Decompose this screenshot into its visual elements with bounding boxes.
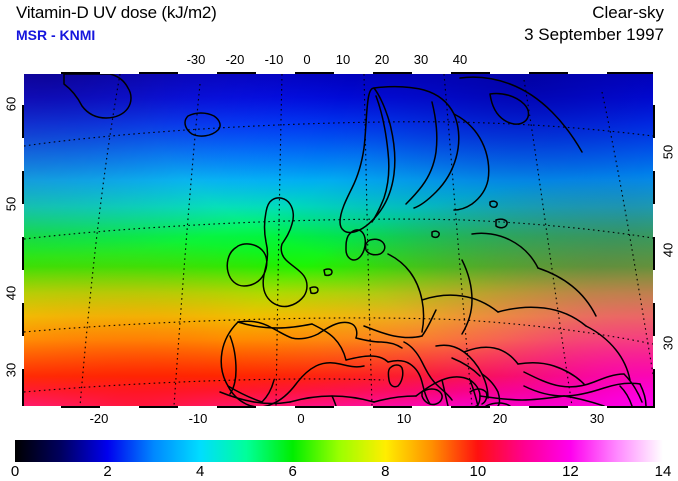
frame-tick-top-2 — [100, 72, 139, 74]
bottom-axis-tick-4: 20 — [492, 411, 508, 426]
bottom-axis-tick-2: 0 — [297, 411, 305, 426]
colorbar-tick-0: 0 — [10, 463, 20, 480]
frame-tick-bottom-4 — [178, 406, 217, 408]
frame-tick-bottom-12 — [490, 406, 529, 408]
frame-tick-right-6 — [653, 270, 655, 303]
source-label: MSR - KNMI — [16, 27, 96, 43]
frame-tick-left-0 — [22, 72, 24, 105]
colorbar-gradient — [15, 440, 663, 462]
colorbar-labels: 0 2 4 6 8 10 12 14 — [0, 463, 678, 481]
top-axis-tick-5: 20 — [374, 52, 390, 67]
frame-tick-bottom-8 — [334, 406, 373, 408]
frame-tick-top-6 — [256, 72, 295, 74]
top-axis-tick-3: 0 — [303, 52, 311, 67]
frame-tick-top-14 — [568, 72, 607, 74]
frame-tick-bottom-0 — [22, 406, 61, 408]
frame-tick-top-12 — [490, 72, 529, 74]
colorbar — [15, 440, 663, 462]
map-raster — [24, 74, 653, 406]
bottom-axis-tick-1: -10 — [188, 411, 208, 426]
top-axis-tick-0: -30 — [186, 52, 206, 67]
frame-tick-right-2 — [653, 138, 655, 171]
left-axis-tick-2: 40 — [3, 285, 19, 301]
bottom-axis-tick-0: -20 — [89, 411, 109, 426]
frame-tick-left-8 — [22, 336, 24, 369]
date-label: 3 September 1997 — [524, 25, 664, 44]
top-axis-tick-4: 10 — [335, 52, 351, 67]
bottom-axis-tick-5: 30 — [589, 411, 605, 426]
frame-tick-left-4 — [22, 204, 24, 237]
frame-tick-right-8 — [653, 336, 655, 369]
frame-tick-bottom-10 — [412, 406, 451, 408]
colorbar-tick-2: 4 — [195, 463, 205, 480]
right-axis-tick-2: 30 — [660, 335, 676, 351]
frame-tick-bottom-2 — [100, 406, 139, 408]
frame-tick-left-2 — [22, 138, 24, 171]
top-axis-tick-1: -20 — [225, 52, 245, 67]
frame-tick-top-10 — [412, 72, 451, 74]
frame-tick-bottom-14 — [568, 406, 607, 408]
colorbar-tick-1: 2 — [103, 463, 112, 480]
map-frame — [22, 72, 655, 408]
frame-tick-right-4 — [653, 204, 655, 237]
right-axis-tick-0: 50 — [660, 144, 676, 160]
frame-tick-top-0 — [22, 72, 61, 74]
map-panel — [22, 72, 655, 408]
top-axis-tick-7: 40 — [452, 52, 468, 67]
condition-label: Clear-sky — [592, 3, 664, 22]
frame-tick-right-0 — [653, 72, 655, 105]
colorbar-tick-7: 14 — [654, 463, 672, 480]
frame-tick-top-4 — [178, 72, 217, 74]
frame-tick-bottom-6 — [256, 406, 295, 408]
frame-tick-left-6 — [22, 270, 24, 303]
bottom-axis-tick-3: 10 — [396, 411, 412, 426]
colorbar-tick-5: 10 — [469, 463, 487, 480]
page-title: Vitamin-D UV dose (kJ/m2) — [16, 3, 217, 22]
top-axis-tick-6: 30 — [413, 52, 429, 67]
colorbar-tick-4: 8 — [381, 463, 390, 480]
right-axis-tick-1: 40 — [660, 242, 676, 258]
left-axis-tick-0: 60 — [3, 96, 19, 112]
left-axis-tick-1: 50 — [3, 196, 19, 212]
colorbar-tick-6: 12 — [562, 463, 579, 480]
left-axis-tick-3: 30 — [3, 362, 19, 378]
colorbar-tick-3: 6 — [288, 463, 297, 480]
frame-tick-top-8 — [334, 72, 373, 74]
top-axis-tick-2: -10 — [264, 52, 284, 67]
